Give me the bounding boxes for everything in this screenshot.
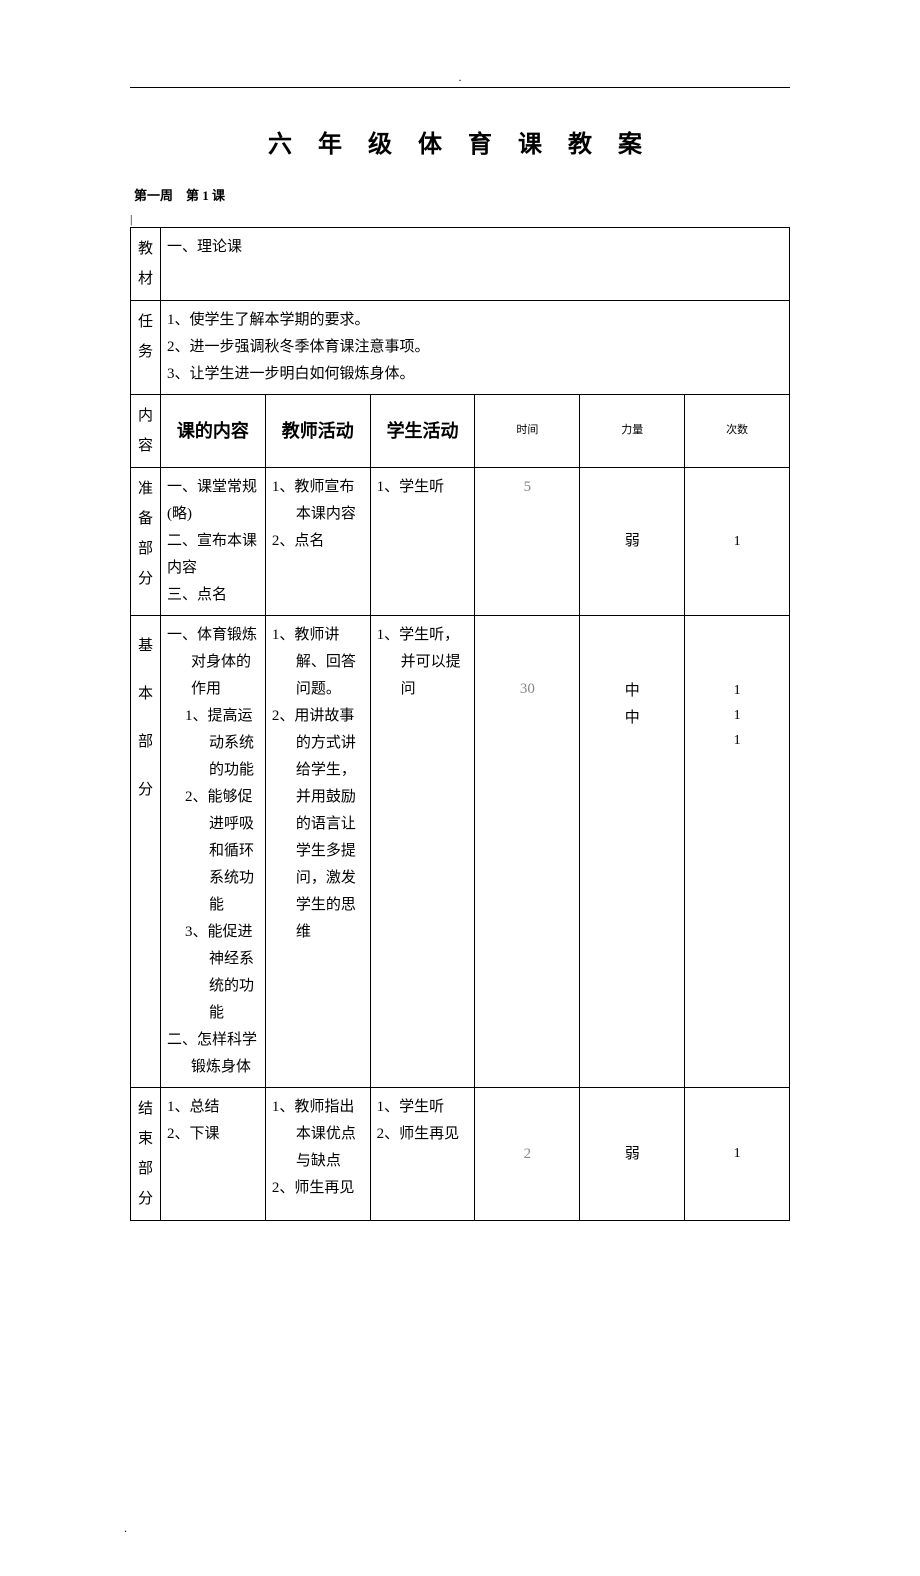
prepare-c-2: 二、宣布本课内容: [167, 528, 259, 582]
basic-count: 1 1 1: [685, 616, 790, 1088]
end-student: 1、学生听 2、师生再见: [370, 1088, 475, 1221]
basic-s-1: 1、学生听，并可以提问: [377, 622, 469, 703]
basic-t-2: 2、用讲故事的方式讲给学生，并用鼓励的语言让学生多提问，激发学生的思维: [272, 703, 364, 946]
footer-dot: .: [124, 1521, 790, 1536]
prepare-student: 1、学生听: [370, 468, 475, 616]
renwu-item-3: 3、让学生进一步明白如何锻炼身体。: [167, 361, 783, 388]
basic-force: 中 中: [580, 616, 685, 1088]
end-t-2: 2、师生再见: [272, 1175, 364, 1202]
prepare-s-1: 1、学生听: [377, 474, 469, 501]
end-side: 结束部分: [131, 1088, 161, 1221]
end-teacher: 1、教师指出本课优点与缺点 2、师生再见: [265, 1088, 370, 1221]
row-prepare: 准备部分 一、课堂常规(略) 二、宣布本课内容 三、点名 1、教师宣布本课内容 …: [131, 468, 790, 616]
prepare-force: 弱: [580, 468, 685, 616]
label-jiaocai: 教材: [131, 228, 161, 301]
prepare-c-3: 三、点名: [167, 582, 259, 609]
basic-c-5: 二、怎样科学锻炼身体: [167, 1027, 259, 1081]
subtitle: 第一周 第 1 课: [134, 185, 790, 204]
row-header: 内容 课的内容 教师活动 学生活动 时间 力量 次数: [131, 395, 790, 468]
end-t-1: 1、教师指出本课优点与缺点: [272, 1094, 364, 1175]
basic-force-1: 中: [582, 678, 682, 705]
header-student: 学生活动: [370, 395, 475, 468]
end-count: 1: [685, 1088, 790, 1221]
basic-c-4: 3、能促进神经系统的功能: [167, 919, 259, 1027]
basic-teacher: 1、教师讲解、回答问题。 2、用讲故事的方式讲给学生，并用鼓励的语言让学生多提问…: [265, 616, 370, 1088]
prepare-count: 1: [685, 468, 790, 616]
header-time: 时间: [475, 395, 580, 468]
basic-c-1: 一、体育锻炼对身体的作用: [167, 622, 259, 703]
end-c-1: 1、总结: [167, 1094, 259, 1121]
header-dot: .: [130, 70, 790, 85]
stray-char: |: [130, 212, 790, 227]
header-count: 次数: [685, 395, 790, 468]
lesson-plan-table: 教材 一、理论课 任务 1、使学生了解本学期的要求。 2、进一步强调秋冬季体育课…: [130, 227, 790, 1221]
page-title: 六 年 级 体 育 课 教 案: [130, 124, 790, 159]
prepare-teacher: 1、教师宣布本课内容 2、点名: [265, 468, 370, 616]
basic-time: 30: [475, 616, 580, 1088]
renwu-item-1: 1、使学生了解本学期的要求。: [167, 307, 783, 334]
end-force: 弱: [580, 1088, 685, 1221]
header-content: 课的内容: [161, 395, 266, 468]
prepare-side: 准备部分: [131, 468, 161, 616]
prepare-t-2: 2、点名: [272, 528, 364, 555]
basic-t-1: 1、教师讲解、回答问题。: [272, 622, 364, 703]
label-renwu: 任务: [131, 301, 161, 395]
prepare-t-1: 1、教师宣布本课内容: [272, 474, 364, 528]
header-teacher: 教师活动: [265, 395, 370, 468]
header-force: 力量: [580, 395, 685, 468]
basic-side: 基本部分: [131, 616, 161, 1088]
basic-count-1: 1: [687, 678, 787, 703]
basic-c-2: 1、提高运动系统的功能: [167, 703, 259, 784]
prepare-c-1: 一、课堂常规(略): [167, 474, 259, 528]
basic-content: 一、体育锻炼对身体的作用 1、提高运动系统的功能 2、能够促进呼吸和循环系统功能…: [161, 616, 266, 1088]
header-side: 内容: [131, 395, 161, 468]
prepare-content: 一、课堂常规(略) 二、宣布本课内容 三、点名: [161, 468, 266, 616]
row-jiaocai: 教材 一、理论课: [131, 228, 790, 301]
content-jiaocai: 一、理论课: [161, 228, 790, 301]
end-content: 1、总结 2、下课: [161, 1088, 266, 1221]
end-s-1: 1、学生听: [377, 1094, 469, 1121]
row-renwu: 任务 1、使学生了解本学期的要求。 2、进一步强调秋冬季体育课注意事项。 3、让…: [131, 301, 790, 395]
basic-force-2: 中: [582, 705, 682, 732]
basic-student: 1、学生听，并可以提问: [370, 616, 475, 1088]
end-s-2: 2、师生再见: [377, 1121, 469, 1148]
prepare-time: 5: [475, 468, 580, 616]
basic-count-3: 1: [687, 728, 787, 753]
renwu-item-2: 2、进一步强调秋冬季体育课注意事项。: [167, 334, 783, 361]
basic-c-3: 2、能够促进呼吸和循环系统功能: [167, 784, 259, 919]
header-line: [130, 87, 790, 88]
end-time: 2: [475, 1088, 580, 1221]
row-basic: 基本部分 一、体育锻炼对身体的作用 1、提高运动系统的功能 2、能够促进呼吸和循…: [131, 616, 790, 1088]
basic-count-2: 1: [687, 703, 787, 728]
row-end: 结束部分 1、总结 2、下课 1、教师指出本课优点与缺点 2、师生再见 1、学生…: [131, 1088, 790, 1221]
end-c-2: 2、下课: [167, 1121, 259, 1148]
content-renwu: 1、使学生了解本学期的要求。 2、进一步强调秋冬季体育课注意事项。 3、让学生进…: [161, 301, 790, 395]
